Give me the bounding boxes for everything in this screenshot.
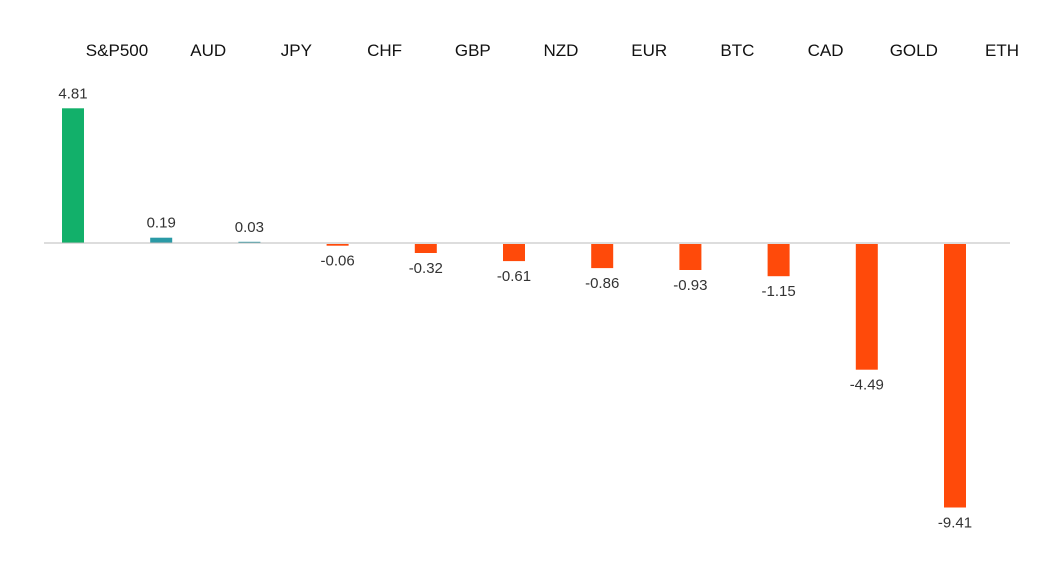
bar-jpy (238, 241, 261, 243)
value-label-eur: -0.86 (585, 275, 619, 292)
value-label-gold: -4.49 (850, 377, 884, 394)
category-labels: S&P500 AUD JPY CHF GBP NZD EUR BTC CAD GOLD ETH (86, 41, 1019, 60)
category-label-sp500: S&P500 (86, 41, 148, 60)
category-label-cad: CAD (808, 41, 844, 60)
value-label-nzd: -0.61 (497, 268, 531, 285)
bar-eth (944, 244, 966, 508)
value-label-btc: -0.93 (673, 277, 707, 294)
bar-eur (591, 244, 614, 269)
bar-gold (855, 244, 878, 370)
category-label-gold: GOLD (890, 41, 938, 60)
category-label-aud: AUD (190, 41, 226, 60)
value-label-eth: -9.41 (938, 515, 972, 532)
value-label-sp500: 4.81 (58, 85, 87, 102)
value-label-gbp: -0.32 (409, 260, 443, 277)
category-label-gbp: GBP (455, 41, 491, 60)
value-labels: 4.81 0.19 0.03 -0.06 -0.32 -0.61 -0.86 -0.93 -1.… (58, 85, 972, 531)
value-label-cad: -1.15 (761, 283, 795, 300)
category-label-eth: ETH (985, 41, 1019, 60)
bar-chf (326, 244, 349, 246)
value-label-jpy: 0.03 (235, 219, 264, 236)
category-label-jpy: JPY (281, 41, 312, 60)
category-label-nzd: NZD (544, 41, 579, 60)
category-label-btc: BTC (720, 41, 754, 60)
bar-cad (767, 244, 790, 277)
value-label-chf: -0.06 (320, 253, 354, 270)
bars (62, 108, 966, 508)
category-label-chf: CHF (367, 41, 402, 60)
bar-sp500 (62, 108, 84, 243)
bar-btc (679, 244, 702, 270)
bar-aud (150, 237, 173, 243)
value-label-aud: 0.19 (147, 215, 176, 232)
bar-gbp (414, 244, 437, 253)
category-label-eur: EUR (631, 41, 667, 60)
bar-nzd (503, 244, 525, 262)
